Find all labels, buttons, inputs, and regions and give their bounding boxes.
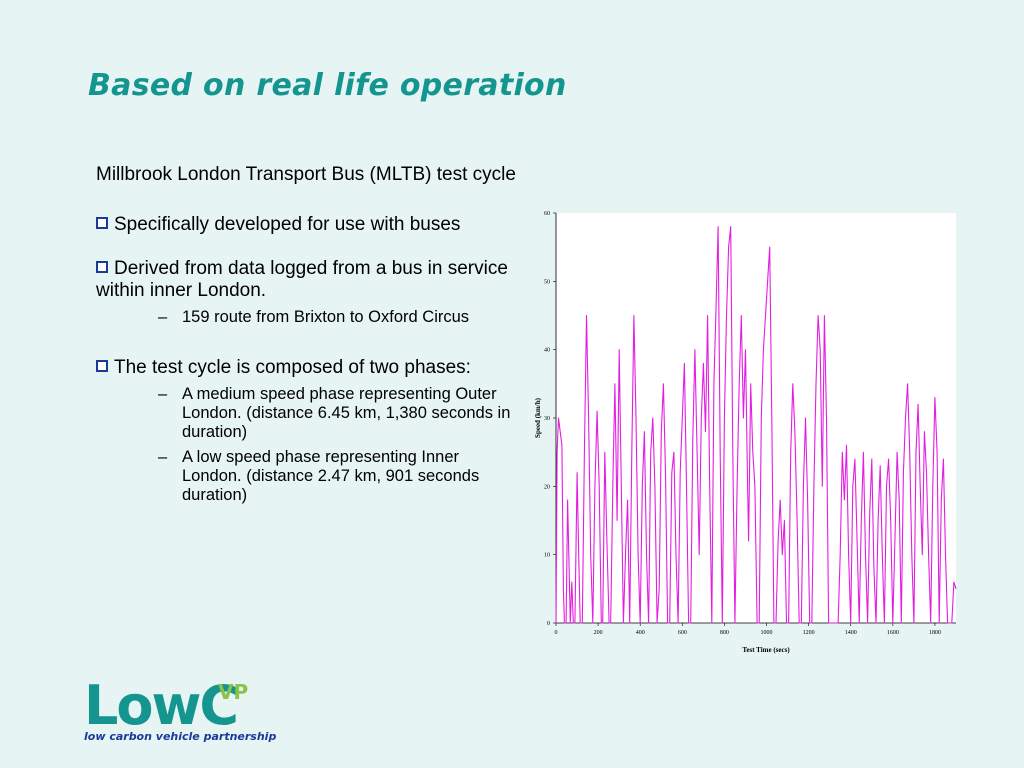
sub-bullet: – A medium speed phase representing Oute… <box>158 385 512 442</box>
x-tick-label: 1000 <box>761 630 773 636</box>
slide-body: Millbrook London Transport Bus (MLTB) te… <box>96 164 516 527</box>
y-tick-label: 20 <box>544 484 550 490</box>
sub-bullet: – A low speed phase representing Inner L… <box>158 448 512 505</box>
bullet-1-text: Specifically developed for use with buse… <box>114 214 461 235</box>
dash-bullet-icon: – <box>158 448 168 466</box>
dash-bullet-icon: – <box>158 308 168 326</box>
checkbox-bullet-icon <box>96 360 108 372</box>
intro-text: Millbrook London Transport Bus (MLTB) te… <box>96 164 516 185</box>
slide-title: Based on real life operation <box>88 68 567 103</box>
checkbox-bullet-icon <box>96 217 108 229</box>
y-tick-label: 50 <box>544 279 550 285</box>
x-tick-label: 1800 <box>929 630 941 636</box>
bullet-3-text: The test cycle is composed of two phases… <box>114 357 471 378</box>
sub-bullet-text: 159 route from Brixton to Oxford Circus <box>182 308 470 326</box>
y-tick-label: 0 <box>547 621 550 627</box>
logo-tagline: low carbon vehicle partnership <box>84 730 277 743</box>
sub-bullet: – 159 route from Brixton to Oxford Circu… <box>158 308 512 327</box>
x-tick-label: 1200 <box>803 630 815 636</box>
checkbox-bullet-icon <box>96 261 108 273</box>
x-axis-label: Test Time (secs) <box>742 646 790 654</box>
x-tick-label: 1400 <box>845 630 857 636</box>
dash-bullet-icon: – <box>158 385 168 403</box>
y-tick-label: 60 <box>544 211 550 217</box>
logo-vp: VP <box>218 680 249 704</box>
series-line <box>555 226 957 624</box>
speed-chart: 0 10 20 30 40 50 60 0 200 400 600 800 1000 1200 1400 16… <box>520 205 970 670</box>
x-tick-label: 0 <box>555 630 558 636</box>
x-tick-label: 200 <box>594 630 603 636</box>
lowcvp-logo: LowC VP low carbon vehicle partnership <box>84 676 304 746</box>
x-tick-label: 800 <box>720 630 729 636</box>
x-tick-label: 400 <box>636 630 645 636</box>
y-tick-label: 30 <box>544 416 550 422</box>
x-tick-label: 1600 <box>887 630 899 636</box>
y-tick-label: 10 <box>544 553 550 559</box>
sub-bullet-text: A medium speed phase representing Outer … <box>182 385 511 441</box>
bullet-2: Derived from data logged from a bus in s… <box>96 258 516 327</box>
y-tick-label: 40 <box>544 348 550 354</box>
bullet-3: The test cycle is composed of two phases… <box>96 357 516 505</box>
sub-bullet-text: A low speed phase representing Inner Lon… <box>182 448 480 504</box>
y-axis-label: Speed (km/h) <box>534 397 542 438</box>
logo-wordmark: LowC <box>84 674 239 737</box>
x-tick-label: 600 <box>678 630 687 636</box>
bullet-2-text: Derived from data logged from a bus in s… <box>96 258 508 301</box>
bullet-1: Specifically developed for use with buse… <box>96 214 516 236</box>
